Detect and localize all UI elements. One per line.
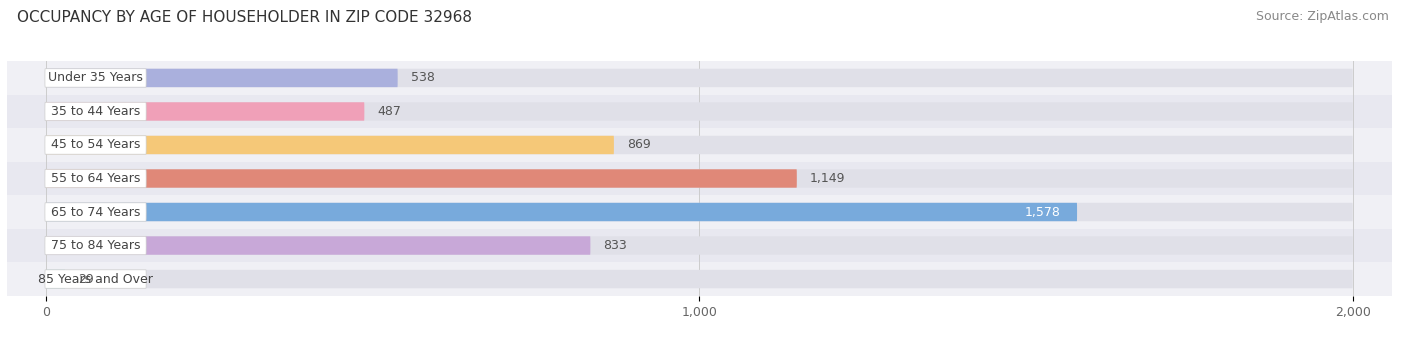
FancyBboxPatch shape [45,203,146,221]
Text: 1,578: 1,578 [1025,205,1060,219]
Text: 35 to 44 Years: 35 to 44 Years [51,105,141,118]
FancyBboxPatch shape [46,102,1353,121]
FancyBboxPatch shape [46,236,1353,255]
Text: 55 to 64 Years: 55 to 64 Years [51,172,141,185]
Text: 85 Years and Over: 85 Years and Over [38,273,153,286]
FancyBboxPatch shape [46,236,591,255]
Text: 65 to 74 Years: 65 to 74 Years [51,205,141,219]
FancyBboxPatch shape [45,69,146,87]
FancyBboxPatch shape [45,270,146,288]
FancyBboxPatch shape [46,270,1353,288]
Text: OCCUPANCY BY AGE OF HOUSEHOLDER IN ZIP CODE 32968: OCCUPANCY BY AGE OF HOUSEHOLDER IN ZIP C… [17,10,472,25]
FancyBboxPatch shape [46,69,1353,87]
FancyBboxPatch shape [45,169,146,188]
Bar [7,95,1392,128]
FancyBboxPatch shape [46,203,1353,221]
Text: 29: 29 [79,273,94,286]
Bar [7,229,1392,262]
Text: 45 to 54 Years: 45 to 54 Years [51,138,141,152]
FancyBboxPatch shape [46,169,1353,188]
Text: 833: 833 [603,239,627,252]
FancyBboxPatch shape [45,136,146,154]
FancyBboxPatch shape [46,203,1077,221]
Text: Source: ZipAtlas.com: Source: ZipAtlas.com [1256,10,1389,23]
Text: 487: 487 [377,105,401,118]
Text: 538: 538 [411,71,434,84]
Text: 869: 869 [627,138,651,152]
FancyBboxPatch shape [46,136,1353,154]
FancyBboxPatch shape [46,270,65,288]
Text: 1,149: 1,149 [810,172,845,185]
Bar [7,162,1392,195]
Text: 75 to 84 Years: 75 to 84 Years [51,239,141,252]
FancyBboxPatch shape [45,102,146,121]
FancyBboxPatch shape [46,169,797,188]
Text: Under 35 Years: Under 35 Years [48,71,143,84]
FancyBboxPatch shape [46,136,614,154]
Bar [7,195,1392,229]
Bar [7,128,1392,162]
FancyBboxPatch shape [45,236,146,255]
FancyBboxPatch shape [46,69,398,87]
FancyBboxPatch shape [46,102,364,121]
Bar [7,61,1392,95]
Bar [7,262,1392,296]
